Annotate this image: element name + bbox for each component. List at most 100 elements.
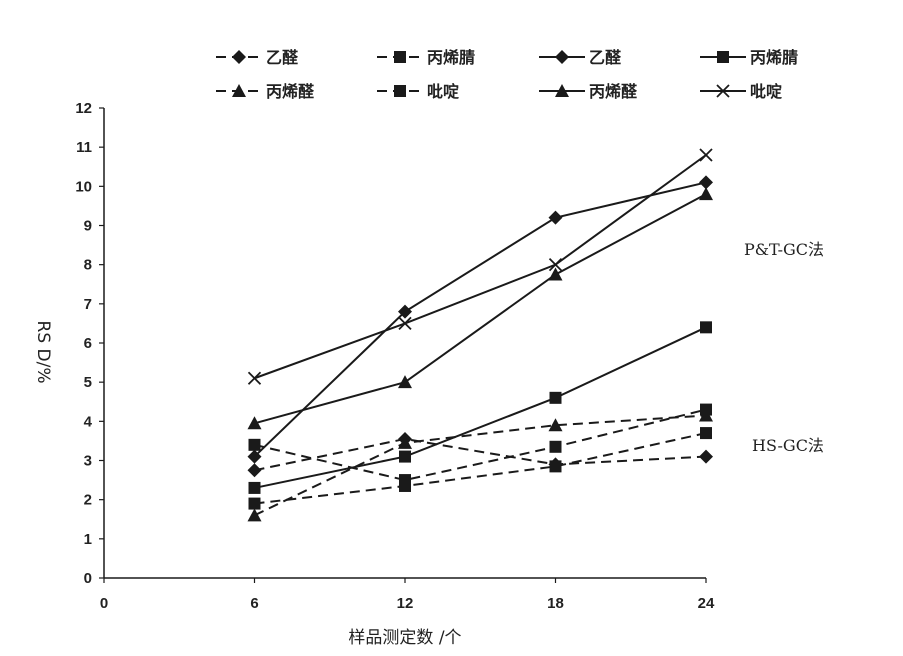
- data-point-stroke: [247, 371, 262, 385]
- series-1: [247, 431, 713, 478]
- legend-marker-stroke: [716, 84, 730, 98]
- method-annotation: P&T-GC法: [744, 240, 824, 259]
- data-point: [247, 371, 262, 385]
- x-tick-label: 18: [547, 595, 564, 612]
- x-tick-label: 24: [698, 595, 715, 612]
- x-axis-title: 样品测定数 /个: [348, 628, 461, 648]
- series-line: [253, 181, 707, 458]
- series-6: [248, 403, 712, 487]
- data-point: [700, 403, 712, 416]
- legend-marker: [555, 84, 569, 97]
- data-point: [699, 148, 713, 162]
- data-point: [398, 375, 412, 389]
- x-tick-label: 12: [397, 595, 414, 612]
- data-point-stroke: [398, 316, 412, 331]
- legend-marker: [232, 84, 246, 97]
- y-tick-label: 4: [84, 413, 93, 430]
- data-point: [248, 497, 261, 510]
- data-point: [399, 474, 411, 487]
- series-line: [254, 437, 707, 472]
- series-3: [247, 175, 713, 464]
- data-point: [699, 187, 713, 201]
- legend-marker: [394, 85, 406, 97]
- legend-item: 吡啶: [377, 82, 459, 101]
- data-point: [548, 210, 563, 225]
- data-point: [248, 438, 261, 451]
- y-axis-title: RS D/%: [33, 321, 53, 384]
- legend-item: 乙醛: [216, 48, 299, 67]
- data-point: [699, 449, 713, 464]
- legend-label: 乙醛: [589, 48, 622, 67]
- y-tick-label: 8: [84, 257, 92, 274]
- x-tick-label: 0: [100, 595, 108, 612]
- legend-marker: [232, 50, 246, 64]
- series-line: [254, 408, 707, 482]
- legend-item: 丙烯腈: [700, 48, 798, 67]
- y-tick-label: 10: [75, 178, 92, 195]
- legend-label: 丙烯腈: [427, 48, 475, 67]
- data-point: [549, 391, 562, 404]
- legend-item: 乙醛: [539, 48, 622, 67]
- data-point: [247, 449, 262, 464]
- y-tick-label: 1: [84, 531, 92, 548]
- legend-label: 丙烯醛: [266, 82, 315, 101]
- data-point: [399, 450, 411, 463]
- data-point-stroke: [548, 258, 563, 272]
- series-line: [254, 193, 707, 425]
- data-point: [548, 418, 563, 432]
- legend-marker: [394, 51, 406, 63]
- legend-item: 丙烯醛: [216, 82, 315, 101]
- x-tick-label: 6: [250, 595, 258, 612]
- y-tick-label: 11: [76, 139, 92, 156]
- data-point: [247, 508, 262, 522]
- legend-marker: [717, 51, 729, 63]
- data-point: [699, 175, 713, 190]
- legend-label: 乙醛: [266, 48, 299, 67]
- data-point: [700, 427, 712, 440]
- series-line: [254, 432, 707, 505]
- annotations: P&T-GC法 HS-GC法: [744, 240, 824, 455]
- series-line: [254, 326, 707, 489]
- y-tick-label: 0: [84, 570, 92, 587]
- series-line: [254, 154, 707, 380]
- data-point: [247, 463, 262, 478]
- y-tick-label: 2: [84, 492, 92, 509]
- method-annotation: HS-GC法: [752, 436, 824, 455]
- series-group: [247, 148, 713, 522]
- legend-marker: [555, 50, 569, 64]
- y-tick-label: 5: [84, 374, 92, 391]
- legend-item: 吡啶: [700, 82, 782, 101]
- legend-label: 丙烯醛: [589, 82, 638, 101]
- y-tick-label: 12: [75, 100, 92, 117]
- series-8: [247, 148, 713, 385]
- y-tick-label: 3: [84, 453, 92, 470]
- legend-label: 吡啶: [427, 82, 459, 101]
- data-point: [248, 481, 261, 494]
- data-point: [549, 460, 562, 473]
- data-point: [548, 258, 563, 272]
- data-point-stroke: [699, 148, 713, 162]
- legend-item: 丙烯腈: [377, 48, 475, 67]
- data-point: [398, 435, 412, 449]
- y-tick-label: 6: [84, 335, 92, 352]
- legend-label: 吡啶: [750, 82, 782, 101]
- data-point: [247, 416, 262, 430]
- legend-marker: [716, 84, 730, 98]
- data-point: [398, 304, 412, 319]
- series-2: [248, 427, 712, 510]
- y-tick-label: 7: [84, 296, 92, 313]
- series-7: [247, 187, 713, 430]
- legend-label: 丙烯腈: [750, 48, 798, 67]
- data-point: [398, 316, 412, 331]
- data-point: [548, 267, 563, 281]
- data-point: [700, 321, 712, 334]
- y-tick-label: 9: [84, 218, 92, 235]
- data-point: [549, 440, 562, 453]
- legend-item: 丙烯醛: [539, 82, 638, 101]
- series-5: [247, 408, 713, 522]
- series-line: [254, 414, 707, 517]
- series-4: [248, 321, 712, 494]
